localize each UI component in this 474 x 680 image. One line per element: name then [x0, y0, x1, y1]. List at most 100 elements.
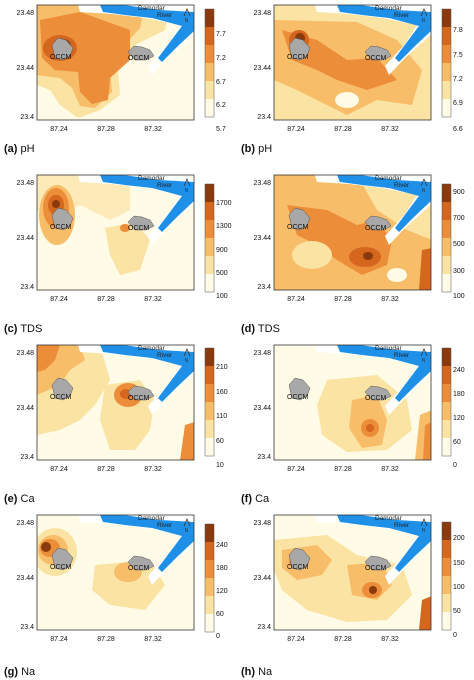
x-tick: 87.24: [287, 126, 305, 133]
contour-zone: [282, 30, 397, 90]
map-panel-e: Damodar River OCCM OCCM N 23.48 23.44 23…: [0, 340, 237, 510]
x-tick: 87.24: [287, 296, 305, 303]
damodar-river: [100, 515, 194, 572]
occm-label: OCCM: [50, 54, 72, 61]
y-tick: 23.48: [253, 350, 271, 357]
occm-label: OCCM: [365, 395, 387, 402]
colorbar: [441, 8, 452, 118]
colorbar-tick: 120: [453, 415, 465, 422]
panel-variable: pH: [20, 143, 35, 155]
y-tick: 23.48: [253, 520, 271, 527]
y-tick: 23.4: [257, 454, 271, 461]
colorbar-tick: 7.7: [216, 31, 226, 38]
panel-letter: (b): [241, 143, 256, 155]
north-arrow-icon: N: [420, 347, 428, 364]
occm-mine-area: [288, 377, 311, 401]
panel-letter: (a): [4, 143, 18, 155]
x-tick: 87.24: [50, 636, 68, 643]
colorbar: [441, 521, 452, 631]
damodar-river: [337, 345, 431, 402]
occm-mine-area: [127, 385, 155, 401]
contour-zone: [363, 252, 373, 260]
colorbar-tick: 900: [453, 189, 465, 196]
colorbar-tick: 7.2: [453, 76, 463, 83]
x-tick: 87.28: [334, 466, 352, 473]
colorbar-tick: 6.6: [453, 126, 463, 133]
north-arrow-icon: N: [183, 177, 191, 194]
occm-label: OCCM: [287, 394, 309, 401]
map-frame: [273, 514, 432, 631]
y-tick: 23.4: [20, 284, 34, 291]
occm-mine-area: [127, 555, 155, 571]
y-tick: 23.48: [16, 350, 34, 357]
x-tick: 87.28: [334, 126, 352, 133]
x-tick: 87.28: [97, 636, 115, 643]
colorbar-tick: 700: [453, 215, 465, 222]
occm-label: OCCM: [365, 55, 387, 62]
occm-label: OCCM: [50, 224, 72, 231]
x-tick: 87.28: [97, 466, 115, 473]
colorbar-tick: 100: [453, 584, 465, 591]
map-c-svg: Damodar River OCCM OCCM N 23.48 23.44 23…: [16, 174, 232, 303]
svg-text:N: N: [185, 188, 189, 194]
y-tick: 23.4: [257, 114, 271, 121]
map-e-svg: Damodar River OCCM OCCM N 23.48 23.44 23…: [16, 344, 228, 473]
x-tick: 87.32: [144, 636, 162, 643]
y-tick: 23.48: [253, 10, 271, 17]
map-frame: [273, 174, 432, 291]
svg-text:N: N: [422, 528, 426, 534]
y-tick: 23.48: [16, 10, 34, 17]
river-label: Damodar: [375, 345, 403, 352]
x-tick: 87.24: [50, 296, 68, 303]
colorbar: [204, 8, 215, 118]
damodar-river: [100, 175, 194, 232]
y-tick: 23.44: [16, 65, 34, 72]
panel-letter: (f): [241, 493, 252, 505]
colorbar-tick: 50: [453, 608, 461, 615]
occm-label: OCCM: [128, 55, 150, 62]
panel-variable: TDS: [257, 323, 280, 335]
colorbar-tick: 110: [216, 413, 227, 420]
panel-caption: (f) Ca: [241, 493, 269, 505]
occm-mine-area: [364, 555, 392, 571]
colorbar-tick: 1700: [216, 200, 232, 207]
x-tick: 87.28: [97, 296, 115, 303]
occm-mine-area: [51, 377, 74, 401]
x-tick: 87.28: [334, 636, 352, 643]
panel-variable: Na: [21, 666, 36, 678]
panel-letter: (c): [4, 323, 18, 335]
occm-label: OCCM: [128, 225, 150, 232]
x-tick: 87.32: [144, 126, 162, 133]
colorbar: [204, 523, 215, 633]
colorbar-tick: 0: [216, 633, 220, 640]
occm-label: OCCM: [128, 395, 150, 402]
contour-zone: [52, 200, 60, 208]
map-a-svg: Damodar River OCCM OCCM N 23.48 23.44 23…: [16, 4, 226, 133]
svg-text:N: N: [185, 18, 189, 24]
map-g-svg: Damodar River OCCM OCCM N 23.48 23.44 23…: [16, 514, 228, 643]
occm-mine-area: [51, 207, 74, 231]
colorbar-tick: 500: [216, 270, 228, 277]
x-tick: 87.32: [381, 636, 399, 643]
occm-label: OCCM: [50, 564, 72, 571]
occm-mine-area: [288, 547, 311, 571]
map-panel-c: Damodar River OCCM OCCM N 23.48 23.44 23…: [0, 170, 237, 340]
map-frame: [36, 4, 195, 121]
river-label: River: [157, 12, 173, 19]
x-tick: 87.32: [381, 296, 399, 303]
colorbar-tick: 5.7: [216, 126, 226, 133]
colorbar-tick: 1300: [216, 223, 232, 230]
map-panel-b: Damodar River OCCM OCCM N 23.48 23.44 23…: [237, 0, 474, 170]
contour-zone: [120, 224, 130, 232]
panel-variable: TDS: [20, 323, 43, 335]
occm-label: OCCM: [287, 54, 309, 61]
map-frame: [36, 514, 195, 631]
map-d-svg: Damodar River OCCM OCCM N 23.48 23.44 23…: [253, 174, 465, 303]
river-label: River: [394, 522, 410, 529]
occm-mine-area: [288, 37, 311, 61]
colorbar-tick: 160: [216, 389, 228, 396]
colorbar-tick: 7.2: [216, 55, 226, 62]
contour-zone: [419, 596, 431, 630]
panel-caption: (c) TDS: [4, 323, 42, 335]
occm-label: OCCM: [365, 225, 387, 232]
